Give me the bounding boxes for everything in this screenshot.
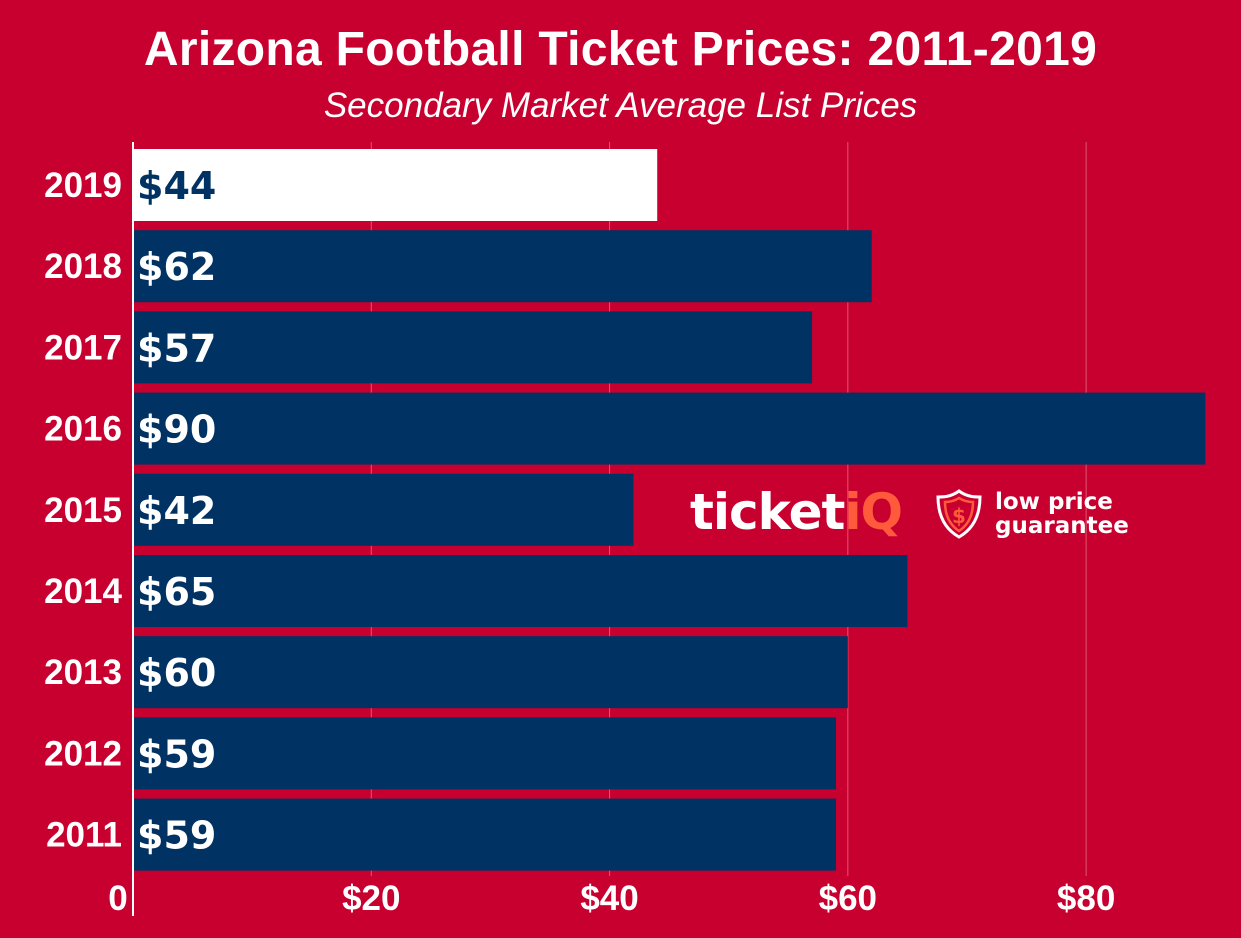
category-label-2011: 2011 xyxy=(46,816,122,855)
chart-subtitle: Secondary Market Average List Prices xyxy=(323,86,918,125)
value-label-2017: $57 xyxy=(137,326,216,370)
logo-wordmark: ticketiQ xyxy=(690,480,903,544)
category-label-2014: 2014 xyxy=(44,572,122,611)
bar-2013 xyxy=(133,636,848,709)
svg-text:$: $ xyxy=(952,504,966,528)
logo-tagline-line2: guarantee xyxy=(995,513,1129,539)
value-label-2012: $59 xyxy=(137,732,216,776)
value-label-2016: $90 xyxy=(137,408,216,452)
x-tick-label-3: $60 xyxy=(819,879,877,918)
value-label-2015: $42 xyxy=(137,489,216,533)
category-label-2019: 2019 xyxy=(44,166,122,205)
bar-2018 xyxy=(133,230,872,303)
category-label-2016: 2016 xyxy=(44,410,122,449)
value-label-2013: $60 xyxy=(137,651,216,695)
bar-2015 xyxy=(133,473,634,546)
logo-wordmark-prefix: ticket xyxy=(690,483,845,541)
x-tick-label-2: $40 xyxy=(580,879,638,918)
value-label-2011: $59 xyxy=(137,814,216,858)
ticketiq-logo: ticketiQ $ low price guarantee xyxy=(690,480,1140,550)
logo-tagline: low price guarantee xyxy=(995,490,1129,538)
x-tick-label-1: $20 xyxy=(342,879,400,918)
value-label-2014: $65 xyxy=(137,570,216,614)
category-label-2015: 2015 xyxy=(44,491,122,530)
x-tick-label-0: 0 xyxy=(108,879,127,918)
category-label-2012: 2012 xyxy=(44,734,122,773)
bar-2011 xyxy=(133,798,836,871)
bar-2014 xyxy=(133,555,908,627)
shield-dollar-icon: $ xyxy=(936,489,982,539)
bar-2012 xyxy=(133,717,836,790)
x-tick-label-4: $80 xyxy=(1057,879,1115,918)
logo-wordmark-suffix: iQ xyxy=(844,483,903,541)
chart-title: Arizona Football Ticket Prices: 2011-201… xyxy=(143,23,1098,76)
value-label-2019: $44 xyxy=(137,164,216,208)
bar-2017 xyxy=(133,311,813,384)
bar-2016 xyxy=(133,392,1206,465)
category-label-2013: 2013 xyxy=(44,653,122,692)
category-label-2017: 2017 xyxy=(44,328,122,367)
logo-tagline-line1: low price xyxy=(995,489,1113,515)
category-label-2018: 2018 xyxy=(44,247,122,286)
bar-2019 xyxy=(133,149,658,221)
value-label-2018: $62 xyxy=(137,245,216,289)
